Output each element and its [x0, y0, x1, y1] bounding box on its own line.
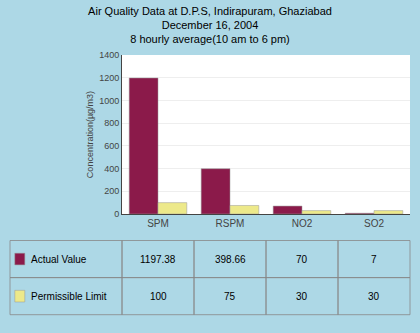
svg-text:NO2: NO2	[292, 218, 313, 229]
svg-text:SPM: SPM	[147, 218, 169, 229]
svg-text:RSPM: RSPM	[216, 218, 245, 229]
svg-text:1200: 1200	[99, 73, 119, 83]
svg-text:1400: 1400	[99, 50, 119, 60]
svg-text:600: 600	[104, 141, 119, 151]
svg-text:Air Quality Data at D.P.S, Ind: Air Quality Data at D.P.S, Indirapuram, …	[88, 5, 332, 46]
svg-text:0: 0	[114, 209, 119, 219]
svg-text:200: 200	[104, 186, 119, 196]
svg-text:70: 70	[296, 254, 308, 265]
svg-text:30: 30	[296, 291, 308, 302]
svg-text:100: 100	[150, 291, 167, 302]
svg-text:1000: 1000	[99, 96, 119, 106]
svg-text:Actual Value: Actual Value	[31, 254, 87, 265]
svg-text:1197.38: 1197.38	[140, 254, 176, 265]
svg-text:75: 75	[224, 291, 236, 302]
svg-text:30: 30	[368, 291, 380, 302]
svg-text:398.66: 398.66	[215, 254, 246, 265]
svg-text:7: 7	[371, 254, 377, 265]
svg-text:SO2: SO2	[364, 218, 384, 229]
svg-text:800: 800	[104, 118, 119, 128]
svg-text:Permissible Limit: Permissible Limit	[31, 291, 107, 302]
svg-text:400: 400	[104, 164, 119, 174]
svg-text:Concentration(µg/m3): Concentration(µg/m3)	[85, 91, 95, 178]
